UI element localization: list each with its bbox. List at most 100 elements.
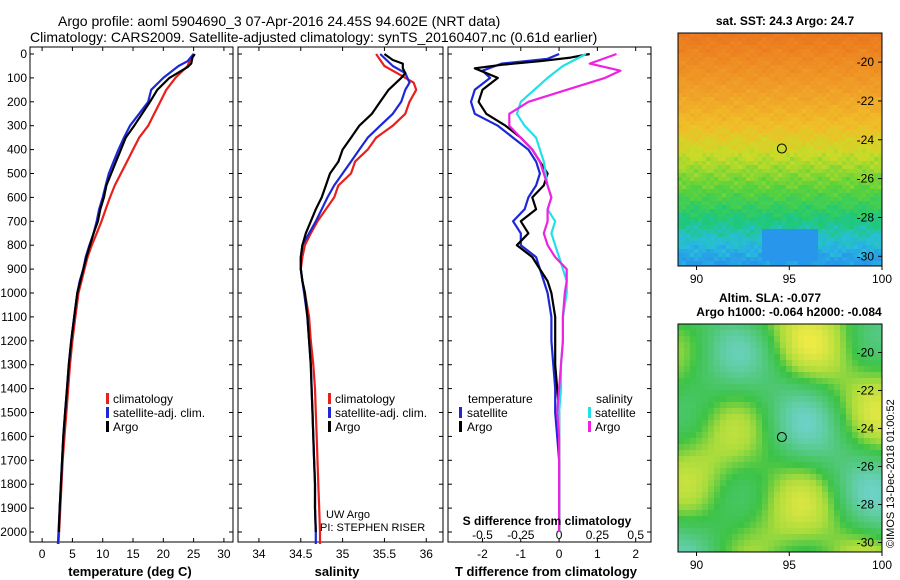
map-cell [744,522,750,528]
map-cell [722,193,726,197]
map-cell [870,213,874,217]
legend-swatch-t-argo [459,421,462,432]
map-cell [790,33,794,37]
map-cell [854,221,858,225]
map-cell [774,81,778,85]
map-cell [870,225,874,229]
map-cell [826,217,830,221]
map-cell [780,360,786,366]
map-cell [682,65,686,69]
map-cell [770,245,774,249]
map-cell [874,225,878,229]
map-cell [862,81,866,85]
map-cell [842,117,846,121]
map-cell [766,221,770,225]
map-cell [840,522,846,528]
map-cell [838,153,842,157]
map-cell [870,253,874,257]
map-cell [810,229,814,233]
map-cell [854,249,858,253]
map-cell [802,165,806,169]
map-cell [762,233,766,237]
map-cell [702,189,706,193]
map-cell [718,45,722,49]
map-cell [870,438,876,444]
map-cell [798,498,804,504]
map-cell [846,149,850,153]
map-cell [840,534,846,540]
lon-tick-label: 95 [783,272,797,286]
map-cell [846,474,852,480]
map-cell [818,253,822,257]
map-cell [866,49,870,53]
map-cell [842,221,846,225]
map-cell [702,372,708,378]
map-cell [794,205,798,209]
map-cell [834,61,838,65]
map-cell [782,85,786,89]
map-cell [870,402,876,408]
map-cell [806,229,810,233]
map-cell [834,414,840,420]
map-cell [846,53,850,57]
map-cell [684,444,690,450]
map-cell [682,141,686,145]
map-cell [790,189,794,193]
map-cell [838,241,842,245]
map-cell [774,534,780,540]
map-cell [818,117,822,121]
map-cell [878,77,882,81]
map-cell [846,378,852,384]
map-cell [866,181,870,185]
map-cell [826,57,830,61]
map-cell [810,53,814,57]
map-cell [866,197,870,201]
map-cell [750,201,754,205]
map-cell [742,33,746,37]
map-cell [852,462,858,468]
map-cell [790,89,794,93]
depth-tick-label: 500 [7,167,27,181]
legend-swatch-satellite [106,407,109,418]
map-cell [714,336,720,342]
map-cell [818,77,822,81]
map-cell [718,73,722,77]
map-cell [864,432,870,438]
map-cell [834,145,838,149]
map-cell [774,253,778,257]
map-cell [816,486,822,492]
map-cell [822,145,826,149]
map-cell [806,113,810,117]
map-cell [774,89,778,93]
map-cell [850,165,854,169]
map-cell [710,157,714,161]
map-cell [786,504,792,510]
map-cell [726,330,732,336]
map-cell [774,181,778,185]
map-cell [684,426,690,432]
map-cell [738,420,744,426]
map-cell [742,145,746,149]
map-cell [834,37,838,41]
map-cell [806,153,810,157]
map-cell [838,225,842,229]
map-cell [702,173,706,177]
map-cell [798,145,802,149]
map-cell [742,93,746,97]
map-cell [768,492,774,498]
map-cell [786,65,790,69]
map-cell [754,73,758,77]
map-cell [798,85,802,89]
map-cell [762,141,766,145]
map-cell [684,372,690,378]
map-cell [726,177,730,181]
map-cell [734,125,738,129]
map-cell [834,438,840,444]
map-cell [690,450,696,456]
map-cell [726,402,732,408]
map-cell [830,85,834,89]
map-cell [838,245,842,249]
map-cell [818,105,822,109]
map-cell [762,149,766,153]
map-cell [878,137,882,141]
